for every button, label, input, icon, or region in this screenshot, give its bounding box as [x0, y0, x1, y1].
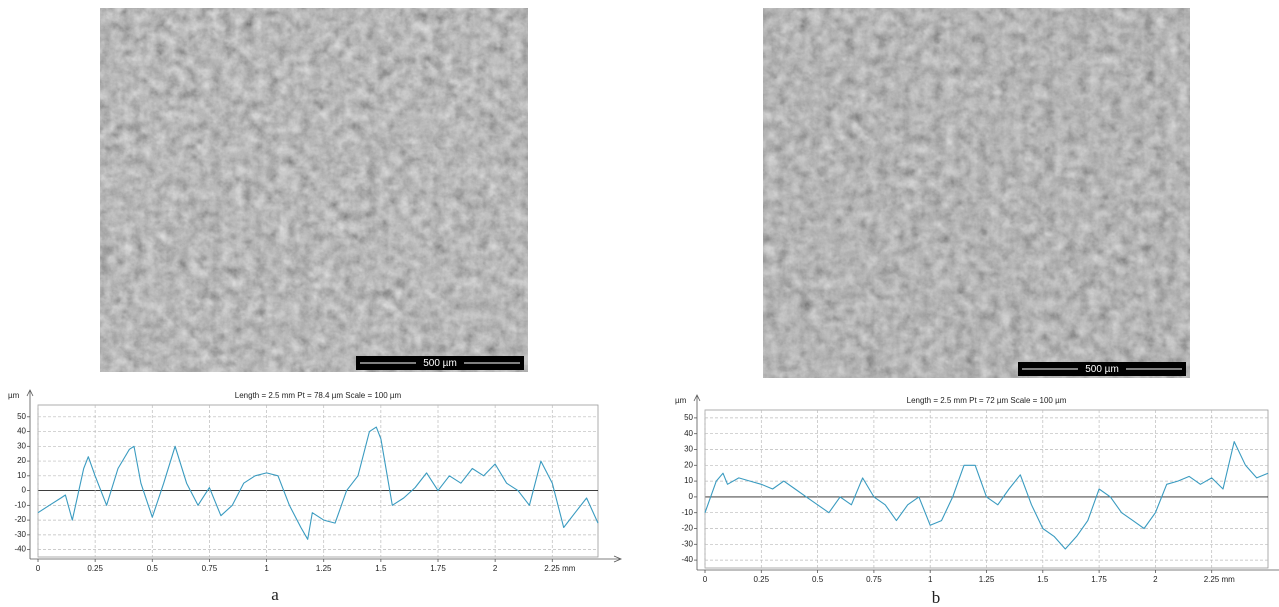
x-tick-label: 1 — [928, 575, 933, 584]
x-tick-label: 1.75 — [1091, 575, 1107, 584]
x-tick-label: 2.25 mm — [544, 564, 575, 573]
y-tick-label: 40 — [684, 429, 693, 438]
caption: b — [932, 588, 941, 607]
caption: a — [271, 585, 279, 604]
x-tick-label: 0.25 — [754, 575, 770, 584]
y-tick-label: -40 — [14, 545, 26, 554]
y-axis-label: µm — [8, 391, 20, 400]
scale-bar-label: 500 µm — [423, 358, 457, 369]
x-tick-label: 0.25 — [87, 564, 103, 573]
y-tick-label: -10 — [681, 508, 693, 517]
y-tick-label: 20 — [17, 456, 26, 465]
y-tick-label: 30 — [684, 445, 693, 454]
x-tick-label: 0 — [36, 564, 41, 573]
scale-bar-gap — [416, 357, 464, 369]
y-tick-label: 30 — [17, 441, 26, 450]
x-tick-label: 2.25 mm — [1204, 575, 1235, 584]
x-tick-label: 0 — [703, 575, 708, 584]
y-tick-label: -30 — [14, 530, 26, 539]
y-axis-arrow — [26, 389, 34, 397]
y-tick-label: -20 — [14, 515, 26, 524]
x-tick-label: 0.5 — [147, 564, 159, 573]
x-tick-label: 1 — [264, 564, 269, 573]
profile-line — [37, 426, 599, 540]
y-tick-label: -10 — [14, 500, 26, 509]
y-tick-label: 10 — [684, 476, 693, 485]
x-tick-label: 2 — [1153, 575, 1158, 584]
x-tick-label: 1.5 — [375, 564, 387, 573]
y-tick-label: 0 — [22, 486, 27, 495]
sem-texture — [100, 8, 528, 372]
x-axis-arrow — [613, 555, 623, 563]
x-tick-label: 0.75 — [866, 575, 882, 584]
chart-title: Length = 2.5 mm Pt = 78.4 µm Scale = 100… — [235, 391, 402, 400]
y-tick-label: 0 — [689, 492, 694, 501]
x-tick-label: 1.5 — [1037, 575, 1049, 584]
scale-bar-label: 500 µm — [1085, 364, 1119, 375]
x-tick-label: 1.75 — [430, 564, 446, 573]
x-tick-label: 2 — [493, 564, 498, 573]
y-tick-label: 40 — [17, 427, 26, 436]
chart-title: Length = 2.5 mm Pt = 72 µm Scale = 100 µ… — [907, 396, 1067, 405]
sem-texture — [763, 8, 1190, 378]
profile-line — [704, 441, 1269, 550]
scale-bar-gap — [1078, 363, 1126, 375]
plot-frame — [37, 404, 599, 558]
y-tick-label: 20 — [684, 460, 693, 469]
y-tick-label: -20 — [681, 524, 693, 533]
x-tick-label: 1.25 — [979, 575, 995, 584]
y-tick-label: 10 — [17, 471, 26, 480]
y-axis-label: µm — [675, 396, 687, 405]
y-tick-label: 50 — [684, 413, 693, 422]
y-tick-label: -40 — [681, 555, 693, 564]
y-axis-arrow — [693, 394, 701, 402]
y-tick-label: 50 — [17, 412, 26, 421]
x-tick-label: 1.25 — [316, 564, 332, 573]
y-tick-label: -30 — [681, 539, 693, 548]
x-tick-label: 0.75 — [202, 564, 218, 573]
x-tick-label: 0.5 — [812, 575, 824, 584]
